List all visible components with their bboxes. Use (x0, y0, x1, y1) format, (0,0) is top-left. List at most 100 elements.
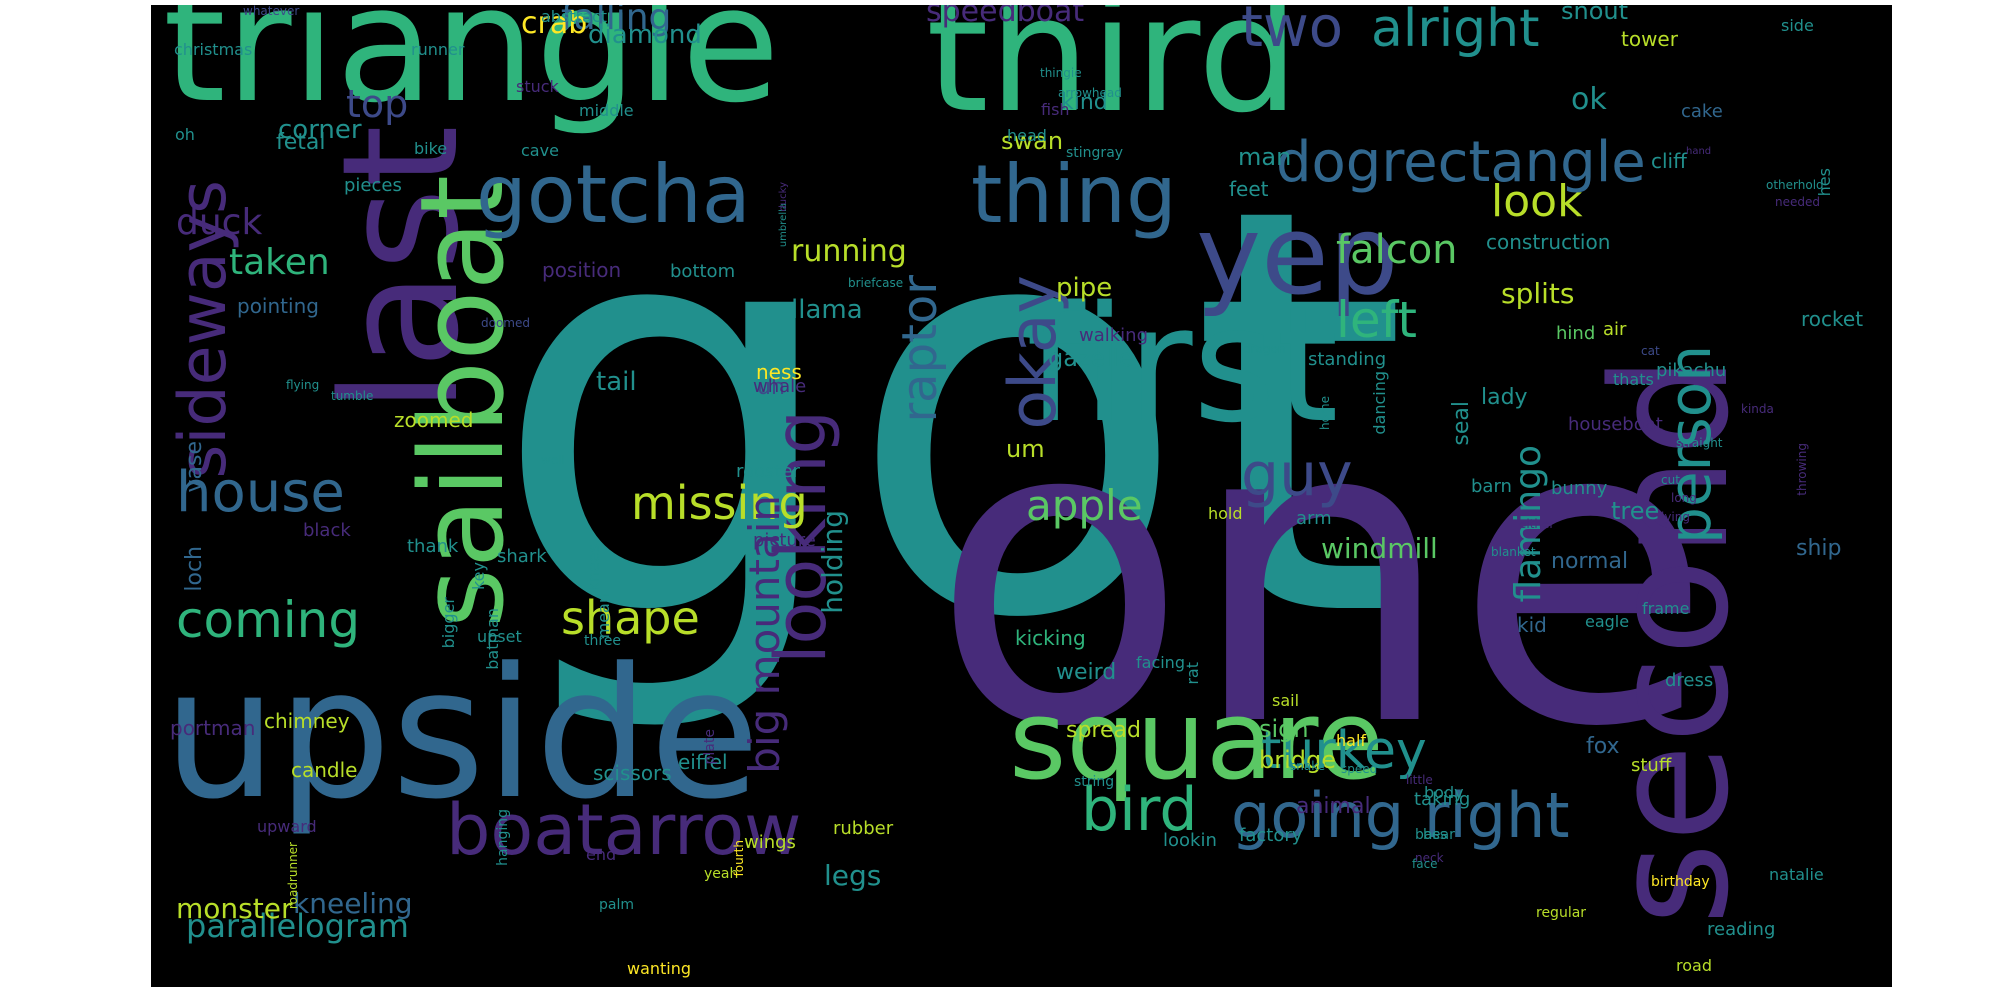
cloud-word: thing (971, 148, 1177, 241)
cloud-word: standing (1308, 349, 1387, 370)
cloud-word: batman (483, 608, 502, 670)
cloud-word: fourth (732, 840, 746, 877)
cloud-word: falcon (1336, 227, 1458, 273)
cloud-word: end (586, 845, 617, 864)
cloud-word: ship (1796, 536, 1842, 561)
cloud-word: mean (594, 593, 613, 639)
cloud-word: face (1412, 857, 1438, 871)
cloud-word: monster (176, 892, 293, 925)
cloud-word: middle (579, 101, 634, 120)
cloud-word: legs (824, 859, 882, 892)
cloud-word: two (1241, 5, 1344, 60)
cloud-word: um (1006, 435, 1045, 463)
cloud-word: scissors (593, 761, 672, 785)
cloud-word: third (926, 5, 1300, 148)
cloud-word: fish (1041, 100, 1070, 119)
cloud-word: pointing (237, 294, 319, 318)
cloud-word: raptor (892, 275, 948, 423)
cloud-word: gazelle (1048, 344, 1134, 372)
cloud-word: dancing (1370, 371, 1389, 435)
cloud-word: tail (596, 367, 637, 397)
cloud-word: left (1336, 291, 1417, 349)
cloud-word: turkey (1261, 721, 1427, 781)
cloud-word: triangle (163, 5, 780, 138)
cloud-word: rooster (736, 461, 800, 482)
cloud-word: needed (1775, 195, 1820, 209)
cloud-word: fetal (276, 130, 326, 155)
cloud-word: cake (1681, 101, 1723, 122)
cloud-word: corner (278, 115, 362, 145)
cloud-word: chimney (264, 709, 350, 733)
cloud-word: alright (1371, 5, 1540, 59)
cloud-word: eagle (1585, 612, 1630, 631)
cloud-word: hold (1208, 504, 1243, 523)
cloud-word: snout (1561, 5, 1629, 25)
cloud-word: bunny (1551, 478, 1608, 499)
cloud-word: one (931, 330, 1713, 819)
cloud-word: coming (176, 591, 361, 649)
cloud-word: wings (744, 832, 796, 853)
cloud-word: walking (1079, 325, 1149, 346)
cloud-word: well (541, 453, 565, 467)
cloud-word: reading (1707, 919, 1776, 940)
cloud-word: picture (753, 530, 816, 551)
cloud-word: string (1074, 774, 1115, 790)
cloud-word: stuck (516, 77, 559, 96)
cloud-word: dragon (1243, 342, 1286, 356)
cloud-word: falling (561, 5, 672, 38)
cloud-word: key (469, 562, 488, 591)
cloud-word: factory (1239, 825, 1303, 846)
cloud-word: straight (1676, 436, 1723, 450)
cloud-word: animal (1296, 794, 1371, 819)
cloud-word: yeah (704, 866, 739, 882)
cloud-word: guy (1241, 440, 1353, 510)
cloud-word: rocket (1801, 307, 1864, 331)
cloud-word: portman (170, 716, 256, 740)
cloud-word: oh (175, 125, 195, 144)
cloud-word: normal (1551, 549, 1629, 574)
cloud-word: tower (1621, 27, 1678, 51)
cloud-word: shape (561, 591, 700, 645)
cloud-word: dogrectangle (1276, 130, 1646, 195)
cloud-word: going right (1231, 779, 1570, 852)
cloud-word: frame (1642, 599, 1690, 618)
cloud-word: body (1424, 783, 1464, 802)
cloud-word: spread (1066, 718, 1141, 743)
cloud-word: house (176, 460, 345, 525)
cloud-word: taken (229, 242, 330, 283)
cloud-word: feet (1229, 177, 1269, 201)
cloud-word: top (346, 82, 409, 126)
cloud-word: running (791, 234, 907, 269)
cloud-word: speedboat (926, 5, 1085, 29)
cloud-word: arm (1296, 508, 1332, 529)
cloud-word: bird (1081, 775, 1198, 845)
cloud-word: hind (1556, 323, 1596, 344)
cloud-word: zoomed (394, 408, 474, 432)
cloud-word: throwing (1795, 443, 1809, 496)
cloud-word: knees (584, 544, 603, 592)
cloud-word: little (1406, 773, 1433, 787)
cloud-word: gotcha (476, 148, 751, 241)
cloud-word: snake (1290, 759, 1326, 773)
cloud-word: neck (1415, 851, 1444, 865)
cloud-word: missing (631, 476, 808, 530)
cloud-word: upset (477, 627, 522, 646)
cloud-word: taking (1414, 789, 1471, 810)
cloud-word: ducky (778, 182, 789, 212)
cloud-word: otherhold (1766, 178, 1824, 192)
cloud-word: christmas (174, 40, 253, 59)
cloud-word: swan (1001, 127, 1064, 155)
cloud-word: kid (1517, 613, 1547, 637)
cloud-word: road (1676, 956, 1712, 975)
cloud-word: look (1491, 176, 1583, 227)
cloud-word: uh (757, 375, 785, 400)
cloud-word: rubber (833, 818, 894, 839)
cloud-word: man (1238, 143, 1292, 171)
cloud-word: tree (1611, 497, 1660, 525)
cloud-word: pipe (1056, 273, 1113, 303)
cloud-word: cut (1661, 473, 1680, 487)
cloud-word: thingie (1040, 66, 1082, 80)
cloud-word: tumble (331, 389, 374, 403)
cloud-word: diamond (588, 20, 702, 50)
cloud-word: long (1671, 491, 1697, 505)
